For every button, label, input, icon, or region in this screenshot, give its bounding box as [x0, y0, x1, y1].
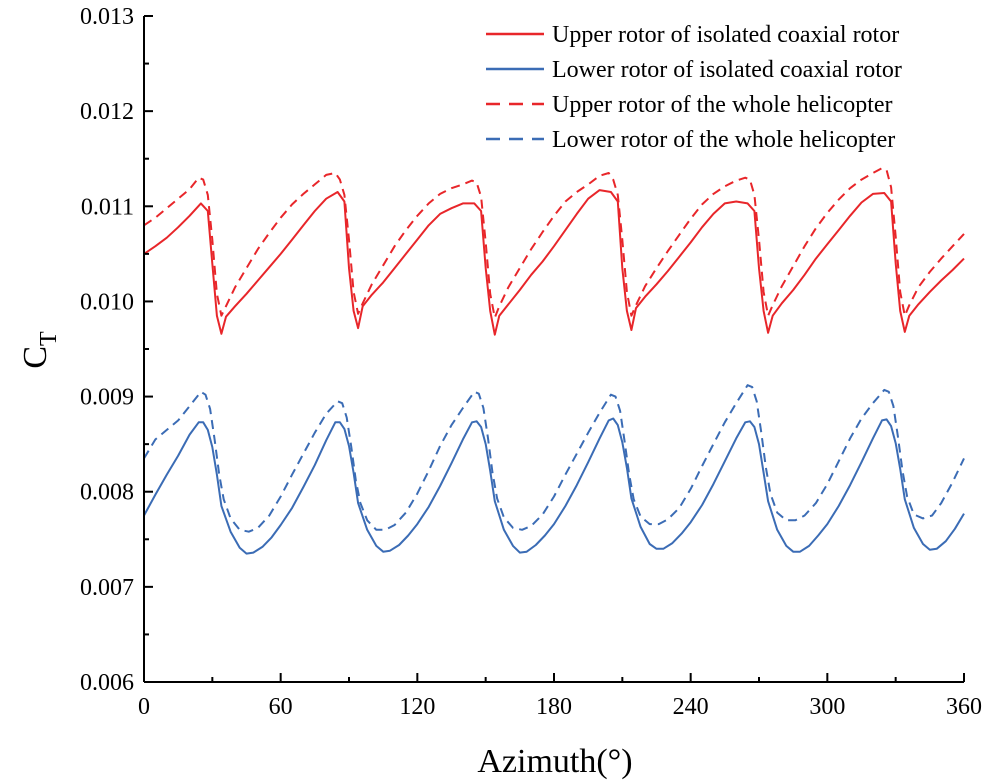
series-line-1 [143, 417, 965, 555]
series-line-2 [143, 167, 965, 319]
y-tick-label: 0.013 [80, 4, 134, 30]
legend-label-3: Lower rotor of the whole helicopter [552, 127, 895, 153]
y-axis-title-main: C [17, 346, 54, 369]
x-tick-label: 120 [399, 694, 435, 720]
y-tick-label: 0.010 [80, 289, 134, 315]
legend-label-2: Upper rotor of the whole helicopter [552, 92, 893, 118]
y-axis-title-subscript: T [36, 331, 62, 346]
y-tick-label: 0.011 [81, 194, 134, 220]
y-tick-label: 0.006 [80, 670, 134, 696]
axes [143, 15, 965, 683]
legend-label-0: Upper rotor of isolated coaxial rotor [552, 22, 899, 48]
y-tick-label: 0.012 [80, 99, 134, 125]
y-tick-label: 0.009 [80, 385, 134, 411]
x-tick-label: 0 [138, 694, 150, 720]
y-tick-label: 0.007 [80, 575, 134, 601]
legend-label-1: Lower rotor of isolated coaxial rotor [552, 57, 902, 83]
x-tick-label: 360 [946, 694, 982, 720]
y-tick-label: 0.008 [80, 480, 134, 506]
x-tick-label: 300 [809, 694, 845, 720]
series-line-3 [143, 384, 965, 533]
x-tick-label: 240 [673, 694, 709, 720]
x-tick-label: 180 [536, 694, 572, 720]
plot-area [143, 167, 965, 555]
x-tick-label: 60 [269, 694, 293, 720]
series-line-0 [143, 189, 965, 336]
tick-labels: 0 60 120 180 240 300 360 0.006 0.007 0.008 0.009 0.… [80, 4, 982, 720]
y-axis-title: CT [17, 331, 62, 369]
legend: Upper rotor of isolated coaxial rotor Lo… [486, 22, 902, 153]
x-axis-title: Azimuth(°) [477, 743, 632, 780]
